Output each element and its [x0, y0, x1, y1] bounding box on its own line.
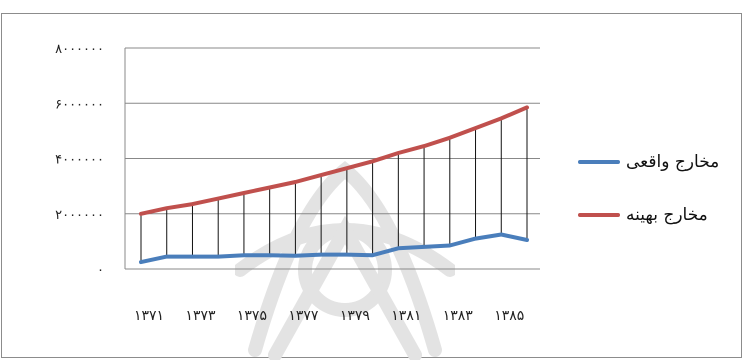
x-tick-label-5: ۱۳۸۱: [391, 308, 421, 324]
x-tick-label-3: ۱۳۷۷: [288, 308, 319, 324]
legend-swatch-optimal: [578, 213, 620, 217]
x-tick-label-2: ۱۳۷۵: [237, 308, 267, 324]
y-tick-label-3: ۶۰۰۰۰۰۰: [55, 97, 104, 112]
y-tick-label-2: ۴۰۰۰۰۰۰: [55, 153, 104, 168]
y-tick-label-1: ۲۰۰۰۰۰۰: [55, 208, 104, 223]
legend-label-actual: مخارج واقعی: [626, 152, 720, 172]
x-tick-label-7: ۱۳۸۵: [494, 308, 524, 324]
legend-swatch-actual: [578, 160, 620, 164]
legend-label-optimal: مخارج بهینه: [626, 205, 708, 225]
x-tick-label-1: ۱۳۷۳: [185, 308, 216, 324]
legend-item-optimal: مخارج بهینه: [578, 205, 708, 225]
x-tick-label-6: ۱۳۸۳: [443, 308, 474, 324]
series-line-1: [139, 105, 529, 216]
y-tick-label-0: ۰: [97, 263, 104, 278]
x-tick-label-0: ۱۳۷۱: [134, 308, 164, 324]
legend-item-actual: مخارج واقعی: [578, 152, 719, 172]
series-line-0: [139, 232, 529, 265]
x-tick-label-4: ۱۳۷۹: [340, 308, 370, 324]
y-tick-label-4: ۸۰۰۰۰۰۰: [55, 42, 104, 57]
